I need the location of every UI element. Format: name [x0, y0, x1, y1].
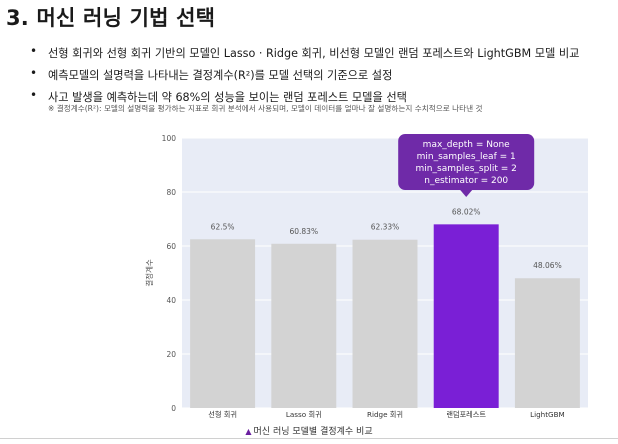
bullet-dot: •: [30, 88, 38, 102]
bar: [514, 278, 580, 408]
y-axis-label: 결정계수: [144, 259, 154, 287]
data-label: 60.83%: [289, 227, 318, 236]
chart-caption: ▲ 머신 러닝 모델별 결정계수 비교: [0, 424, 618, 437]
bar: [190, 239, 256, 408]
caption-text: 머신 러닝 모델별 결정계수 비교: [253, 427, 373, 437]
bar: [433, 224, 499, 408]
x-tick-label: Ridge 회귀: [367, 410, 403, 419]
annotation-line: n_estimator = 200: [424, 176, 508, 186]
triangle-up-icon: ▲: [245, 427, 252, 436]
annotation-line: min_samples_split = 2: [416, 164, 517, 174]
r2-bar-chart: 0 20 40 60 80 100 결정계수 62.5% 선형 회귀 60.83% Lasso 회귀…: [144, 134, 588, 419]
bullet-text: 선형 회귀와 선형 회귀 기반의 모델인 Lasso · Ridge 회귀, 비…: [48, 47, 580, 60]
y-tick-label: 60: [166, 242, 176, 251]
y-tick-label: 100: [162, 134, 177, 143]
annotation-pointer: [460, 190, 473, 197]
footnote: ※ 결정계수(R²): 모델의 설명력을 평가하는 지표로 회귀 분석에서 사용…: [48, 104, 483, 113]
data-label: 62.5%: [211, 222, 235, 231]
y-tick-label: 80: [166, 188, 176, 197]
x-tick-label: 선형 회귀: [208, 410, 237, 419]
x-tick-label: 랜덤포레스트: [446, 410, 486, 419]
bullet-dot: •: [30, 66, 38, 80]
bar: [352, 239, 418, 408]
slide-title: 3. 머신 러닝 기법 선택: [6, 6, 216, 30]
bullet-dot: •: [30, 44, 38, 58]
y-tick-label: 20: [166, 350, 176, 359]
bullet-text: 사고 발생을 예측하는데 약 68%의 성능을 보이는 랜덤 포레스트 모델을 …: [48, 91, 407, 104]
divider: [0, 438, 618, 439]
y-tick-label: 0: [171, 404, 176, 413]
x-tick-label: LightGBM: [530, 410, 565, 419]
x-tick-label: Lasso 회귀: [286, 410, 322, 419]
bullet-text: 예측모델의 설명력을 나타내는 결정계수(R²)를 모델 선택의 기준으로 설정: [48, 69, 393, 82]
bar: [271, 243, 337, 408]
annotation-line: max_depth = None: [423, 140, 511, 150]
data-label: 48.06%: [533, 261, 562, 270]
y-tick-label: 40: [166, 296, 176, 305]
data-label: 68.02%: [452, 207, 481, 216]
data-label: 62.33%: [371, 223, 400, 232]
annotation-box: [398, 134, 535, 190]
annotation-line: min_samples_leaf = 1: [417, 152, 516, 162]
